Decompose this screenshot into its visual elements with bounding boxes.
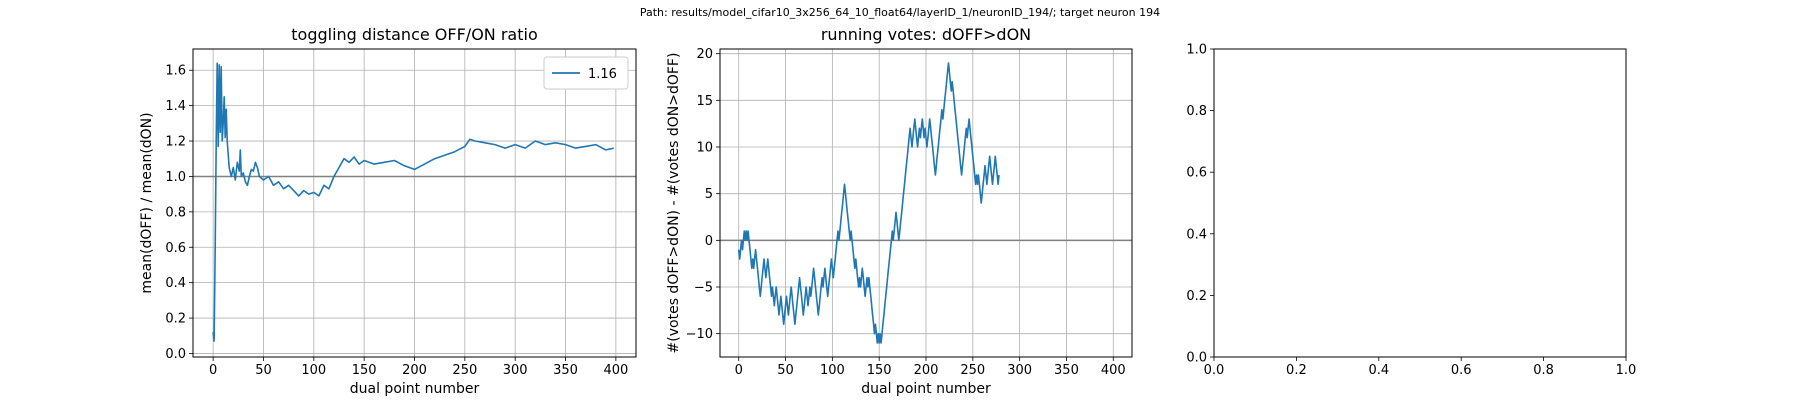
ratio-ytick-label-6: 1.2	[165, 135, 186, 150]
empty-ytick-label-1: 0.2	[1186, 289, 1207, 304]
ratio-legend-box	[543, 56, 629, 90]
ratio-xtick-label-3: 150	[352, 363, 377, 378]
ratio-ytick-label-8: 1.6	[165, 64, 186, 79]
votes-ytick-label-5: 15	[696, 94, 713, 109]
empty-xtick-label-2: 0.4	[1368, 363, 1389, 378]
ratio-panel: 0 50 100 150 200 250 300 350 400 0.0 0.2 0.4 0.6 0.8 1…	[139, 25, 637, 397]
figure-suptitle: Path: results/model_cifar10_3x256_64_10_…	[640, 6, 1160, 19]
votes-xtick-label-8: 400	[1101, 363, 1126, 378]
empty-ytick-label-5: 1.0	[1186, 43, 1207, 58]
ratio-ytick-label-5: 1.0	[165, 170, 186, 185]
ratio-ytick-label-2: 0.4	[165, 276, 186, 291]
votes-xtick-label-5: 250	[960, 363, 985, 378]
ratio-xtick-label-6: 300	[503, 363, 528, 378]
votes-xtick-label-4: 200	[914, 363, 939, 378]
votes-panel: 0 50 100 150 200 250 300 350 400 −10 −5 0 5 10 15 20 run…	[666, 25, 1133, 397]
empty-xtick-label-4: 0.8	[1533, 363, 1554, 378]
ratio-xtick-label-7: 350	[553, 363, 578, 378]
ratio-ytick-label-3: 0.6	[165, 241, 186, 256]
ratio-xtick-label-1: 50	[255, 363, 272, 378]
votes-axes-frame	[719, 48, 1133, 358]
ratio-xtick-label-2: 100	[301, 363, 326, 378]
votes-ytick-label-6: 20	[696, 47, 713, 62]
ratio-xtick-label-5: 250	[452, 363, 477, 378]
ratio-ytick-label-4: 0.8	[165, 205, 186, 220]
empty-xtick-label-5: 1.0	[1616, 363, 1637, 378]
votes-ytick-label-2: 0	[705, 234, 713, 249]
ratio-xtick-label-4: 200	[402, 363, 427, 378]
votes-ytick-label-1: −5	[694, 281, 713, 296]
empty-ytick-label-0: 0.0	[1186, 351, 1207, 366]
ratio-xlabel: dual point number	[350, 381, 480, 397]
votes-ytick-label-3: 5	[705, 187, 713, 202]
ratio-ytick-label-1: 0.2	[165, 312, 186, 327]
votes-xtick-label-7: 350	[1054, 363, 1079, 378]
empty-xtick-label-0: 0.0	[1204, 363, 1225, 378]
ratio-ylabel: mean(dOFF) / mean(dON)	[139, 112, 155, 293]
votes-xtick-label-0: 0	[735, 363, 743, 378]
votes-xtick-label-2: 100	[820, 363, 845, 378]
empty-xtick-label-3: 0.6	[1451, 363, 1472, 378]
votes-series-line-0	[737, 62, 1000, 344]
votes-xtick-label-6: 300	[1007, 363, 1032, 378]
votes-title: running votes: dOFF>dON	[821, 25, 1031, 44]
votes-xtick-label-3: 150	[867, 363, 892, 378]
ratio-axes-frame	[192, 48, 637, 358]
votes-xtick-label-1: 50	[777, 363, 794, 378]
ratio-series-line-0	[212, 62, 614, 342]
votes-xlabel: dual point number	[861, 381, 991, 397]
ratio-ytick-label-7: 1.4	[165, 99, 186, 114]
empty-ytick-label-3: 0.6	[1186, 166, 1207, 181]
votes-ytick-label-0: −10	[686, 327, 713, 342]
ratio-legend-label: 1.16	[588, 67, 617, 82]
empty-ytick-label-2: 0.4	[1186, 227, 1207, 242]
ratio-xtick-label-8: 400	[603, 363, 628, 378]
empty-panel: 0.0 0.2 0.4 0.6 0.8 1.0 0.0 0.2 0.4 0.6 0.8 1.0	[1186, 43, 1636, 379]
ratio-title: toggling distance OFF/ON ratio	[291, 25, 537, 44]
ratio-ytick-label-0: 0.0	[165, 347, 186, 362]
empty-ytick-label-4: 0.8	[1186, 104, 1207, 119]
votes-ylabel: #(votes dOFF>dON) - #(votes dON>dOFF)	[666, 53, 682, 354]
empty-axes-frame	[1213, 48, 1627, 358]
ratio-xtick-label-0: 0	[209, 363, 217, 378]
votes-ytick-label-4: 10	[696, 141, 713, 156]
empty-xtick-label-1: 0.2	[1286, 363, 1307, 378]
